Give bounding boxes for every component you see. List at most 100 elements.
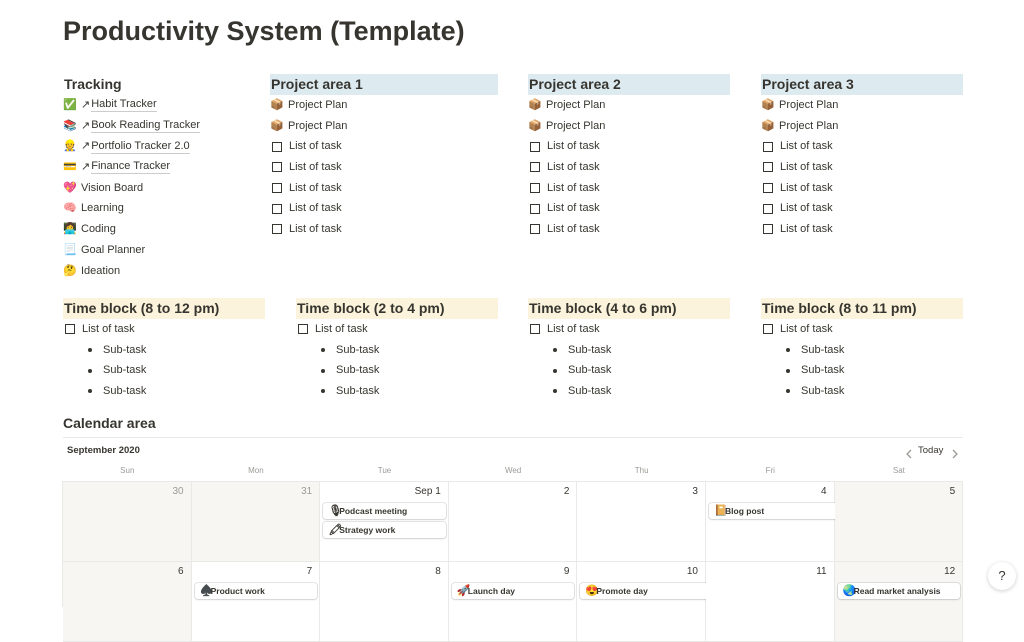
- task-item[interactable]: List of task: [761, 219, 963, 240]
- tracking-link[interactable]: 👷 ↗ Portfolio Tracker 2.0: [63, 136, 253, 157]
- day-number: 9: [563, 566, 570, 577]
- checkbox[interactable]: [763, 162, 773, 173]
- day-number: Sep 1: [414, 486, 441, 497]
- checkbox[interactable]: [530, 324, 540, 335]
- item-label: Coding: [81, 223, 116, 236]
- task-item[interactable]: List of task: [528, 198, 730, 219]
- day-cell[interactable]: 10: [577, 562, 706, 642]
- task-item[interactable]: List of task: [761, 157, 963, 178]
- day-cell[interactable]: 6: [63, 562, 192, 642]
- day-cell[interactable]: 3: [577, 482, 706, 562]
- project-heading: Project area 1: [270, 74, 498, 95]
- day-cell[interactable]: 5: [834, 482, 964, 562]
- tracking-link[interactable]: 💖 Vision Board: [63, 178, 253, 199]
- checkbox[interactable]: [272, 162, 282, 173]
- tracking-link[interactable]: 🤔 Ideation: [63, 261, 253, 282]
- item-label: Project Plan: [288, 99, 348, 111]
- item-label: Learning: [81, 202, 124, 215]
- item-label: List of task: [780, 323, 833, 335]
- task-item[interactable]: List of task: [761, 136, 963, 157]
- day-cell[interactable]: 11: [706, 562, 835, 642]
- checkbox[interactable]: [272, 141, 282, 152]
- tracking-link[interactable]: 👩‍💻 Coding: [63, 219, 253, 240]
- next-button[interactable]: [951, 446, 959, 464]
- prev-button[interactable]: [905, 446, 913, 464]
- bullet: [88, 348, 92, 353]
- checkbox[interactable]: [763, 224, 773, 235]
- page: {"title":"Productivity System (Template)…: [62, 16, 1016, 642]
- day-cell[interactable]: 7: [191, 562, 321, 642]
- task-item[interactable]: List of task: [761, 319, 963, 340]
- day-cell[interactable]: 8: [320, 562, 449, 642]
- task-item[interactable]: List of task: [63, 319, 265, 340]
- day-cell[interactable]: 9: [448, 562, 578, 642]
- checkbox[interactable]: [530, 141, 540, 152]
- tracking-link[interactable]: 🧠 Learning: [63, 198, 253, 219]
- event[interactable]: 🎙Podcast meeting: [323, 503, 446, 519]
- event[interactable]: 🌏Read market analysis: [837, 583, 961, 599]
- page-link[interactable]: 📦 Project Plan: [528, 95, 730, 116]
- task-item[interactable]: List of task: [270, 136, 498, 157]
- link-arrow: ↗: [81, 119, 91, 132]
- page-link[interactable]: 📦 Project Plan: [528, 116, 730, 137]
- tracking-link[interactable]: 📚 ↗ Book Reading Tracker: [63, 116, 253, 137]
- day-cell[interactable]: 4: [706, 482, 835, 562]
- checkbox[interactable]: [272, 183, 282, 194]
- page-link[interactable]: 📦 Project Plan: [270, 95, 498, 116]
- checkbox[interactable]: [763, 141, 773, 152]
- item-label: Project Plan: [546, 119, 606, 132]
- checkbox[interactable]: [65, 324, 75, 335]
- checkbox[interactable]: [763, 183, 773, 194]
- tracking-link[interactable]: 💳 ↗ Finance Tracker: [63, 157, 253, 178]
- sub-task: Sub-task: [296, 360, 498, 381]
- bullet: [553, 368, 557, 373]
- task-item[interactable]: List of task: [270, 219, 498, 240]
- task-item[interactable]: List of task: [761, 178, 963, 199]
- today-button[interactable]: Today: [918, 445, 944, 456]
- event[interactable]: ♠️Product work: [194, 583, 318, 599]
- event[interactable]: 🚀Launch day: [451, 583, 575, 599]
- tracking-link[interactable]: 📃 Goal Planner: [63, 240, 253, 261]
- page-link[interactable]: 📦 Project Plan: [270, 116, 498, 137]
- checkbox[interactable]: [530, 162, 540, 173]
- item-icon: 📚: [63, 119, 77, 132]
- page-link[interactable]: 📦 Project Plan: [761, 116, 963, 137]
- checkbox[interactable]: [530, 183, 540, 194]
- tracking-link[interactable]: ✅ ↗ Habit Tracker: [63, 95, 253, 116]
- day-cell[interactable]: 12: [834, 562, 964, 642]
- item-label: Ideation: [81, 264, 121, 277]
- page-link[interactable]: 📦 Project Plan: [761, 95, 963, 116]
- checkbox[interactable]: [763, 203, 773, 214]
- checkbox[interactable]: [298, 324, 308, 335]
- checkbox[interactable]: [530, 224, 540, 235]
- link-arrow: ↗: [81, 161, 91, 174]
- project-column: Project area 2 📦 Project Plan 📦 Project Plan…: [528, 74, 730, 240]
- task-item[interactable]: List of task: [528, 157, 730, 178]
- task-item[interactable]: List of task: [270, 157, 498, 178]
- item-label: Sub-task: [103, 385, 147, 398]
- item-label: List of task: [289, 161, 342, 174]
- event[interactable]: 🖍Strategy work: [323, 522, 446, 538]
- task-item[interactable]: List of task: [528, 219, 730, 240]
- checkbox[interactable]: [530, 203, 540, 214]
- task-item[interactable]: List of task: [761, 198, 963, 219]
- day-cell[interactable]: 2: [448, 482, 578, 562]
- task-item[interactable]: List of task: [270, 198, 498, 219]
- item-label: List of task: [289, 181, 342, 194]
- task-item[interactable]: List of task: [528, 136, 730, 157]
- checkbox[interactable]: [763, 324, 773, 335]
- checkbox[interactable]: [272, 203, 282, 214]
- checkbox[interactable]: [272, 224, 282, 235]
- task-item[interactable]: List of task: [270, 178, 498, 199]
- day-cell[interactable]: 31: [191, 482, 321, 562]
- task-item[interactable]: List of task: [296, 319, 498, 340]
- item-label: Portfolio Tracker 2.0: [91, 139, 190, 154]
- sub-task: Sub-task: [63, 381, 265, 402]
- task-item[interactable]: List of task: [528, 178, 730, 199]
- day-number: 5: [949, 486, 956, 497]
- day-number: 30: [172, 486, 184, 497]
- help-button[interactable]: ?: [988, 562, 1016, 590]
- day-cell[interactable]: 30: [63, 482, 192, 562]
- time-block-column: Time block (8 to 11 pm) List of task Sub-t…: [761, 298, 963, 402]
- task-item[interactable]: List of task: [528, 319, 730, 340]
